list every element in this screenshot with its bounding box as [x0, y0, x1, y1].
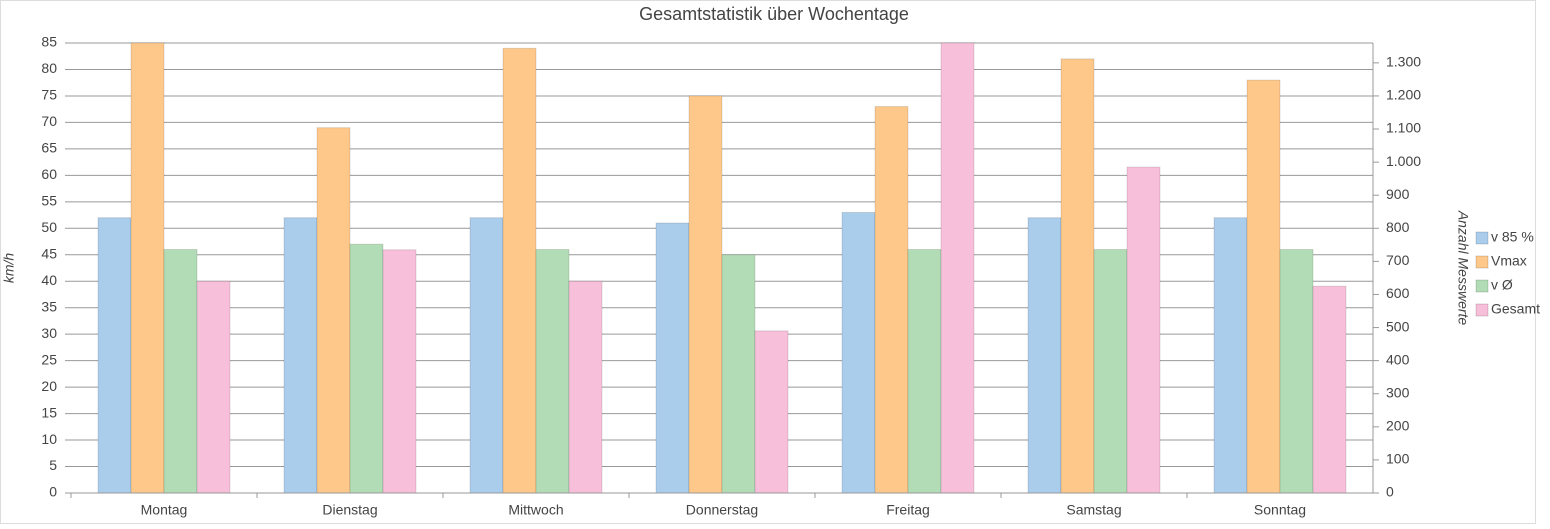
- y2-tick-label: 400: [1386, 351, 1410, 367]
- x-tick-label: Samstag: [1066, 502, 1121, 518]
- bar: [841, 211, 876, 494]
- bar: [316, 127, 351, 494]
- y-axis-label: km/h: [1, 253, 17, 284]
- y-tick-label: 75: [41, 87, 57, 103]
- legend-label: v 85 %: [1491, 229, 1534, 245]
- y-tick-label: 5: [49, 457, 57, 473]
- x-tick-label: Freitag: [886, 502, 930, 518]
- y2-tick-label: 300: [1386, 384, 1410, 400]
- y-tick-label: 15: [41, 404, 57, 420]
- legend-swatch: [1475, 279, 1489, 293]
- x-tick-label: Mittwoch: [508, 502, 563, 518]
- bar: [1312, 285, 1347, 494]
- bar: [382, 249, 417, 494]
- y2-axis-label: Anzahl Messwerte: [1455, 210, 1471, 326]
- y-tick-label: 80: [41, 60, 57, 76]
- y-tick-label: 50: [41, 219, 57, 235]
- x-tick-label: Dienstag: [322, 502, 377, 518]
- legend-label: v Ø: [1491, 277, 1513, 293]
- y2-tick-label: 0: [1386, 484, 1394, 500]
- bar: [1246, 79, 1281, 494]
- y2-tick-label: 500: [1386, 318, 1410, 334]
- y2-tick-label: 1.300: [1386, 54, 1421, 70]
- y-tick-label: 45: [41, 245, 57, 261]
- bar: [469, 217, 504, 494]
- legend-swatch: [1475, 303, 1489, 317]
- bar: [130, 42, 165, 494]
- y-tick-label: 25: [41, 351, 57, 367]
- x-tick-label: Donnerstag: [686, 502, 758, 518]
- y-tick-label: 10: [41, 431, 57, 447]
- legend-label: Vmax: [1491, 253, 1527, 269]
- bar: [568, 280, 603, 494]
- bar: [655, 222, 690, 494]
- bar: [1213, 217, 1248, 494]
- bar: [163, 248, 198, 494]
- y-tick-label: 65: [41, 140, 57, 156]
- y-tick-label: 30: [41, 325, 57, 341]
- y-tick-label: 70: [41, 113, 57, 129]
- y2-tick-label: 1.100: [1386, 120, 1421, 136]
- bar: [196, 280, 231, 494]
- bar: [754, 330, 789, 494]
- bar: [97, 217, 132, 494]
- y-tick-label: 35: [41, 298, 57, 314]
- y-tick-label: 60: [41, 166, 57, 182]
- bar: [940, 42, 975, 494]
- y-tick-label: 0: [49, 484, 57, 500]
- y-tick-label: 85: [41, 34, 57, 50]
- bar: [1279, 248, 1314, 494]
- bar: [1027, 217, 1062, 494]
- y2-tick-label: 900: [1386, 186, 1410, 202]
- y-tick-label: 20: [41, 378, 57, 394]
- x-tick-label: Sonntag: [1254, 502, 1306, 518]
- y2-tick-label: 1.200: [1386, 87, 1421, 103]
- legend-swatch: [1475, 231, 1489, 245]
- bar: [349, 243, 384, 494]
- bar: [1060, 58, 1095, 494]
- y2-tick-label: 200: [1386, 418, 1410, 434]
- bar: [1126, 166, 1161, 494]
- y2-tick-label: 1.000: [1386, 153, 1421, 169]
- legend-label: Gesamt: [1491, 301, 1540, 317]
- y-tick-label: 55: [41, 193, 57, 209]
- x-tick-label: Montag: [141, 502, 188, 518]
- y2-tick-label: 700: [1386, 252, 1410, 268]
- chart-title: Gesamtstatistik über Wochentage: [639, 4, 909, 24]
- y2-tick-label: 800: [1386, 219, 1410, 235]
- bar: [721, 254, 756, 494]
- bar: [907, 248, 942, 494]
- y2-tick-label: 600: [1386, 285, 1410, 301]
- bar: [283, 217, 318, 494]
- bar: [688, 95, 723, 494]
- y2-tick-label: 100: [1386, 451, 1410, 467]
- bar: [502, 47, 537, 494]
- bar: [1093, 248, 1128, 494]
- bar: [874, 106, 909, 494]
- bar: [535, 248, 570, 494]
- y-tick-label: 40: [41, 272, 57, 288]
- legend-swatch: [1475, 255, 1489, 269]
